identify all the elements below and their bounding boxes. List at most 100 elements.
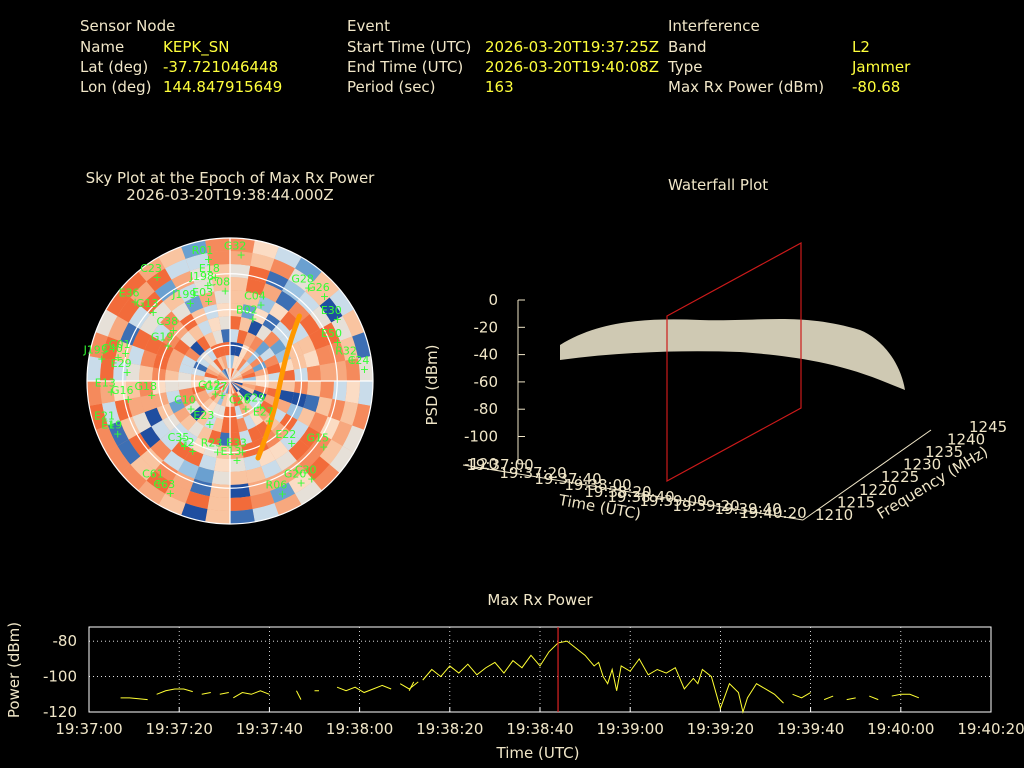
sky-heat-cell: [269, 339, 287, 355]
satellite-marker: +: [287, 437, 296, 450]
freq-tick-label: 1225: [881, 468, 919, 486]
z-tick-label: 0: [488, 291, 498, 309]
sky-heat-cell: [319, 439, 343, 465]
sky-heat-cell: [278, 390, 295, 404]
sky-heat-cell: [320, 322, 340, 346]
satellite-marker: +: [248, 312, 257, 325]
sky-heat-cell: [238, 403, 250, 418]
sky-heat-cell: [100, 358, 115, 381]
power-series-segment: [408, 681, 415, 691]
sky-heat-cell: [225, 393, 230, 407]
sky-heat-cell: [275, 450, 297, 472]
satellite-label: G16: [111, 384, 134, 397]
sky-heat-cell: [305, 281, 330, 306]
satellite-marker: +: [241, 403, 250, 416]
sky-heat-cell: [339, 336, 359, 361]
sky-heat-cell: [214, 457, 230, 472]
sky-heat-cell: [230, 381, 243, 388]
z-tick-label: -120: [464, 455, 498, 473]
surface-top: [560, 319, 905, 390]
satellite-marker: +: [307, 472, 316, 485]
sky-heat-cell: [198, 454, 217, 471]
time-tick-label: 19:40:20: [739, 504, 806, 522]
freq-tick-label: 1230: [903, 456, 941, 474]
sky-heat-cell: [223, 368, 230, 381]
sky-heat-cell: [214, 290, 230, 305]
power-series-segment: [792, 692, 811, 699]
type-value: Jammer: [852, 58, 911, 76]
sky-heat-cell: [212, 329, 224, 345]
satellite-label: E36: [119, 286, 140, 299]
max-power-value: -80.68: [852, 78, 901, 96]
sky-heat-cell: [154, 460, 178, 483]
power-series-segment: [201, 692, 211, 695]
sky-heat-cell: [217, 376, 230, 381]
sky-heat-cell: [249, 335, 264, 352]
sky-heat-cell: [241, 385, 255, 394]
sky-heat-cell: [204, 372, 218, 379]
z-tick-label: -60: [474, 373, 499, 391]
sky-heat-cell: [130, 281, 155, 306]
sky-heat-cell: [173, 407, 191, 423]
satellite-label: R32: [335, 344, 357, 357]
sky-heat-cell: [225, 381, 230, 394]
satellite-marker: +: [238, 445, 247, 458]
max-power-label: Max Rx Power (dBm): [668, 78, 825, 96]
sky-heat-cell: [296, 291, 320, 315]
sky-heat-cell: [160, 311, 180, 331]
sky-heat-cell: [144, 335, 163, 355]
sky-heat-cell: [230, 251, 253, 266]
sky-heat-cell: [331, 316, 353, 341]
sky-heat-cell: [275, 290, 297, 312]
sky-heat-cell: [236, 329, 248, 345]
sky-heat-cell: [345, 381, 360, 404]
satellite-marker: +: [186, 297, 195, 310]
satellite-label: G19: [151, 330, 174, 343]
sky-heat-cell: [243, 414, 256, 430]
satellite-marker: +: [217, 389, 226, 402]
sky-heat-cell: [217, 381, 230, 386]
satellite-label: C04: [244, 289, 266, 302]
sky-heat-cell: [218, 316, 230, 330]
sky-heat-cell: [163, 290, 185, 312]
sky-heat-cell: [207, 364, 221, 375]
y-tick-label: -120: [43, 703, 77, 721]
sky-heat-cell: [245, 466, 266, 484]
z-axis-label: PSD (dBm): [423, 344, 441, 425]
satellite-label: C23: [140, 262, 162, 275]
sky-heat-cell: [221, 381, 230, 393]
sky-heat-cell: [269, 440, 289, 460]
sky-heat-cell: [151, 420, 171, 440]
sky-heat-cell: [230, 457, 246, 472]
satellite-label: E03: [192, 286, 213, 299]
satellite-label: E21: [94, 409, 115, 422]
name-value: KEPK_SN: [163, 38, 230, 56]
satellite-marker: +: [169, 324, 178, 337]
satellite-marker: +: [147, 389, 156, 402]
sky-heat-cell: [230, 277, 249, 292]
sky-heat-cell: [230, 381, 242, 390]
satellite-marker: +: [319, 441, 328, 454]
power-chart-title: Max Rx Power: [487, 591, 593, 609]
sky-heat-cell: [263, 331, 280, 348]
sky-heat-cell: [303, 394, 320, 413]
sky-heat-cell: [243, 332, 256, 348]
sky-heat-cell: [120, 322, 140, 346]
sky-heat-cell: [230, 470, 249, 485]
satellite-marker: +: [347, 353, 356, 366]
sky-heat-cell: [295, 257, 322, 282]
sky-heat-cell: [238, 389, 250, 401]
satellite-marker: +: [97, 352, 106, 365]
sky-heat-cell: [247, 319, 263, 336]
satellite-label: C38: [156, 315, 178, 328]
band-value: L2: [852, 38, 870, 56]
sky-heat-cell: [87, 356, 102, 381]
sky-heat-cell: [171, 271, 195, 291]
sky-heat-cell: [120, 271, 147, 298]
satellite-label: E27: [253, 405, 274, 418]
satellite-label: G28: [291, 272, 314, 285]
sky-heat-cell: [221, 355, 228, 369]
satellite-marker: +: [152, 271, 161, 284]
end-time-label: End Time (UTC): [347, 58, 464, 76]
